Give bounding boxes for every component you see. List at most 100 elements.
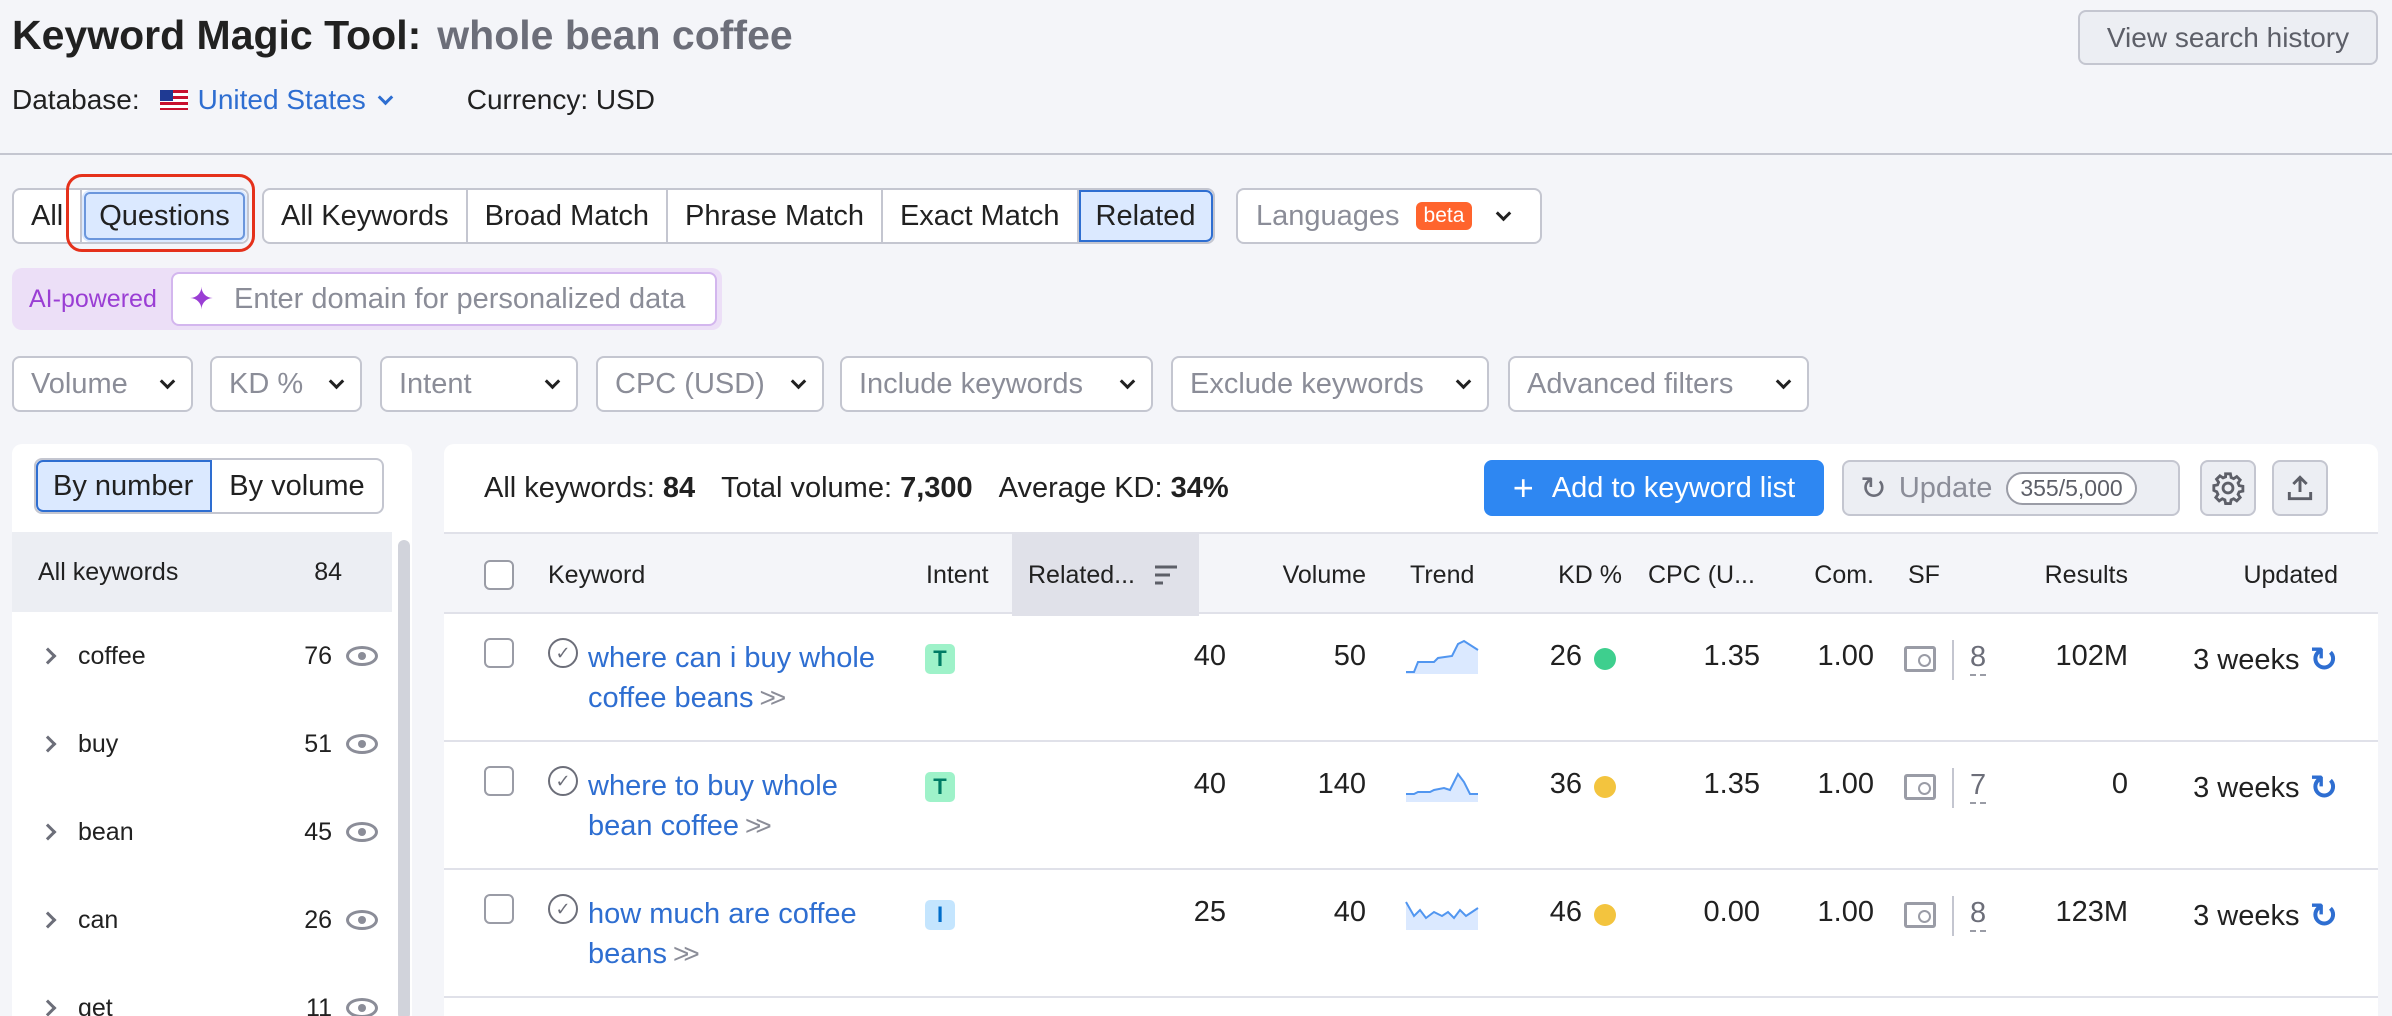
keyword-link[interactable]: where can i buy whole coffee beans >> (588, 638, 908, 718)
beta-badge: beta (1415, 202, 1473, 230)
tab-exact-match[interactable]: Exact Match (883, 190, 1079, 242)
tab-broad-match[interactable]: Broad Match (468, 190, 669, 242)
chevron-right-icon[interactable] (39, 999, 57, 1016)
tab-phrase-match[interactable]: Phrase Match (668, 190, 883, 242)
plus-icon: + (1512, 467, 1534, 508)
refresh-icon[interactable]: ↻ (2309, 769, 2339, 807)
by-volume-button[interactable]: By volume (229, 469, 365, 502)
sf-count[interactable]: 8 (1970, 896, 1987, 932)
refresh-icon[interactable]: ↻ (2309, 897, 2339, 935)
serp-features-icon[interactable] (1904, 646, 1936, 672)
col-com[interactable]: Com. (1814, 560, 1874, 589)
group-keyword: coffee (78, 641, 146, 670)
add-button-label: Add to keyword list (1551, 471, 1796, 504)
summary-all-keywords: All keywords: 84 (484, 472, 695, 505)
check-circle-icon[interactable]: ✓ (548, 766, 578, 796)
database-selector[interactable]: United States (150, 84, 394, 116)
row-checkbox[interactable] (484, 894, 514, 924)
eye-icon[interactable] (346, 646, 378, 666)
tab-all[interactable]: All (14, 190, 83, 242)
add-to-keyword-list-button[interactable]: + Add to keyword list (1484, 460, 1824, 516)
currency-text: Currency: USD (466, 84, 656, 115)
table-row: ✓ where can i buy whole coffee beans >> T… (444, 614, 2378, 742)
filter-exclude-keywords[interactable]: Exclude keywords (1171, 356, 1489, 412)
keyword-link[interactable]: where to buy whole bean coffee >> (588, 766, 908, 846)
sf-count[interactable]: 8 (1970, 640, 1987, 676)
col-cpc[interactable]: CPC (U... (1648, 560, 1755, 589)
double-chevron-icon[interactable]: >> (759, 682, 787, 713)
update-button[interactable]: ↻ Update 355/5,000 (1842, 460, 2180, 516)
keyword-text: where to buy whole bean coffee (588, 770, 838, 842)
serp-features-icon[interactable] (1904, 902, 1936, 928)
cpc-value: 1.35 (1703, 640, 1760, 672)
filter-advanced[interactable]: Advanced filters (1508, 356, 1809, 412)
group-item[interactable]: bean 45 (12, 788, 392, 876)
filter-cpc[interactable]: CPC (USD) (596, 356, 824, 412)
group-all-keywords[interactable]: All keywords 84 (12, 532, 392, 612)
group-item[interactable]: get 11 (12, 964, 392, 1016)
double-chevron-icon[interactable]: >> (745, 810, 772, 841)
filter-kd[interactable]: KD % (210, 356, 362, 412)
group-count: 45 (304, 817, 332, 846)
chevron-right-icon[interactable] (39, 823, 57, 841)
group-item[interactable]: can 26 (12, 876, 392, 964)
checkbox[interactable] (484, 560, 514, 590)
search-query: whole bean coffee (437, 12, 793, 58)
col-related[interactable]: Related... (1028, 534, 1179, 616)
chevron-right-icon[interactable] (39, 735, 57, 753)
tab-all-keywords[interactable]: All Keywords (264, 190, 468, 242)
kd-indicator (1594, 904, 1616, 926)
filter-include-keywords[interactable]: Include keywords (840, 356, 1153, 412)
col-results[interactable]: Results (2044, 560, 2128, 589)
sort-icon[interactable] (1153, 564, 1179, 586)
related-value: 40 (1193, 640, 1226, 672)
col-updated[interactable]: Updated (2243, 560, 2338, 589)
total-volume-label: Total volume: (721, 472, 893, 504)
by-number-button[interactable]: By number (36, 460, 213, 512)
com-value: 1.00 (1817, 640, 1874, 672)
domain-input[interactable]: ✦ Enter domain for personalized data (170, 272, 717, 326)
refresh-icon[interactable]: ↻ (2309, 641, 2339, 679)
table-row: ✓ where to buy whole bean coffee >> T 40 … (444, 742, 2378, 870)
col-sf[interactable]: SF (1908, 560, 1940, 589)
updated-value: 3 weeks (2193, 771, 2300, 804)
sf-count[interactable]: 7 (1970, 768, 1987, 804)
scrollbar[interactable] (398, 540, 410, 1016)
kd-value: 26 (1549, 640, 1582, 672)
keywords-table-panel: All keywords: 84 Total volume: 7,300 Ave… (444, 444, 2378, 1016)
check-circle-icon[interactable]: ✓ (548, 894, 578, 924)
col-kd[interactable]: KD % (1558, 560, 1622, 589)
settings-button[interactable] (2200, 460, 2256, 516)
row-checkbox[interactable] (484, 766, 514, 796)
select-all-checkbox[interactable] (484, 534, 514, 616)
check-circle-icon[interactable]: ✓ (548, 638, 578, 668)
export-button[interactable] (2272, 460, 2328, 516)
col-intent[interactable]: Intent (926, 560, 989, 589)
keyword-link[interactable]: how much are coffee beans >> (588, 894, 908, 974)
tab-questions[interactable]: Questions (82, 190, 247, 242)
row-checkbox[interactable] (484, 638, 514, 668)
filter-intent[interactable]: Intent (380, 356, 578, 412)
group-item[interactable]: buy 51 (12, 700, 392, 788)
serp-features-icon[interactable] (1904, 774, 1936, 800)
double-chevron-icon[interactable]: >> (673, 938, 700, 969)
chevron-down-icon (1496, 205, 1512, 221)
chevron-right-icon[interactable] (39, 911, 57, 929)
group-item[interactable]: coffee 76 (12, 612, 392, 700)
languages-dropdown[interactable]: Languages beta (1236, 188, 1542, 244)
eye-icon[interactable] (346, 998, 378, 1016)
col-volume[interactable]: Volume (1282, 560, 1366, 589)
tab-related[interactable]: Related (1078, 190, 1213, 242)
col-keyword[interactable]: Keyword (548, 560, 646, 589)
eye-icon[interactable] (346, 734, 378, 754)
eye-icon[interactable] (346, 910, 378, 930)
chevron-down-icon (1775, 373, 1792, 389)
domain-input-placeholder: Enter domain for personalized data (234, 282, 686, 315)
languages-label: Languages (1256, 199, 1400, 232)
chevron-right-icon[interactable] (39, 647, 57, 665)
chevron-down-icon (377, 89, 394, 105)
eye-icon[interactable] (346, 822, 378, 842)
related-value: 40 (1193, 768, 1226, 800)
filter-volume[interactable]: Volume (12, 356, 193, 412)
view-search-history-button[interactable]: View search history (2078, 10, 2378, 65)
